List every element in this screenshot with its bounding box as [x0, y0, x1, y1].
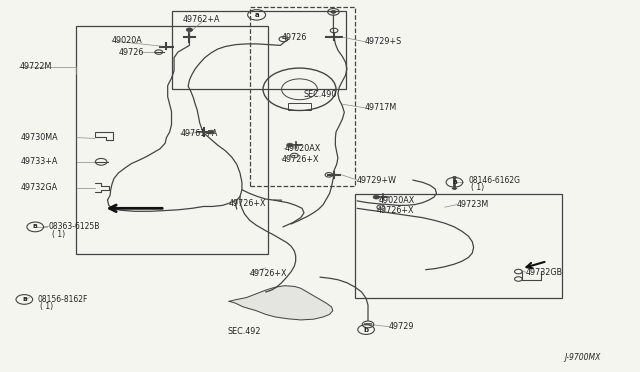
- Text: 08146-6162G: 08146-6162G: [468, 176, 520, 185]
- Text: 49729+S: 49729+S: [365, 37, 402, 46]
- Text: 49729+W: 49729+W: [357, 176, 397, 185]
- Circle shape: [186, 28, 193, 32]
- Text: 49730MA: 49730MA: [20, 133, 58, 142]
- Circle shape: [208, 130, 214, 134]
- Polygon shape: [229, 286, 333, 320]
- Text: 49726+X: 49726+X: [282, 155, 319, 164]
- Bar: [172, 11, 346, 89]
- Text: 49020A: 49020A: [112, 36, 143, 45]
- Text: 49717M: 49717M: [365, 103, 397, 112]
- Text: 49761+A: 49761+A: [180, 129, 218, 138]
- Bar: [355, 194, 562, 298]
- Text: ( 1): ( 1): [471, 183, 484, 192]
- Text: SEC.492: SEC.492: [227, 327, 260, 336]
- Text: 08156-8162F: 08156-8162F: [37, 295, 88, 304]
- Text: ( 1): ( 1): [52, 230, 66, 239]
- Text: B: B: [452, 180, 457, 185]
- Text: 49726: 49726: [282, 33, 307, 42]
- Text: J-9700MX: J-9700MX: [564, 353, 600, 362]
- Text: 49729: 49729: [389, 322, 415, 331]
- Text: 49722M: 49722M: [19, 62, 52, 71]
- Text: 49726+X: 49726+X: [376, 206, 414, 215]
- Text: 08363-6125B: 08363-6125B: [49, 222, 100, 231]
- Bar: [288, 103, 311, 110]
- Text: 49726+X: 49726+X: [250, 269, 287, 278]
- Text: 49726: 49726: [118, 48, 144, 57]
- Text: 49020AX: 49020AX: [379, 196, 415, 205]
- Bar: [250, 7, 355, 186]
- Text: 49733+A: 49733+A: [20, 157, 58, 166]
- Bar: [76, 26, 268, 254]
- Text: SEC.490: SEC.490: [303, 90, 337, 99]
- Text: 49732GA: 49732GA: [20, 183, 58, 192]
- Circle shape: [373, 195, 380, 199]
- Text: 49732GB: 49732GB: [526, 268, 563, 277]
- Text: 49762+A: 49762+A: [182, 15, 220, 24]
- Text: 49726+X: 49726+X: [229, 199, 267, 208]
- Text: B: B: [22, 297, 27, 302]
- Text: B: B: [33, 224, 38, 230]
- Text: b: b: [364, 327, 369, 333]
- Text: 49723M: 49723M: [457, 200, 489, 209]
- Text: a: a: [254, 12, 259, 18]
- Circle shape: [331, 10, 336, 13]
- Circle shape: [287, 143, 293, 147]
- Text: 49020AX: 49020AX: [284, 144, 321, 153]
- Text: ( 1): ( 1): [40, 302, 53, 311]
